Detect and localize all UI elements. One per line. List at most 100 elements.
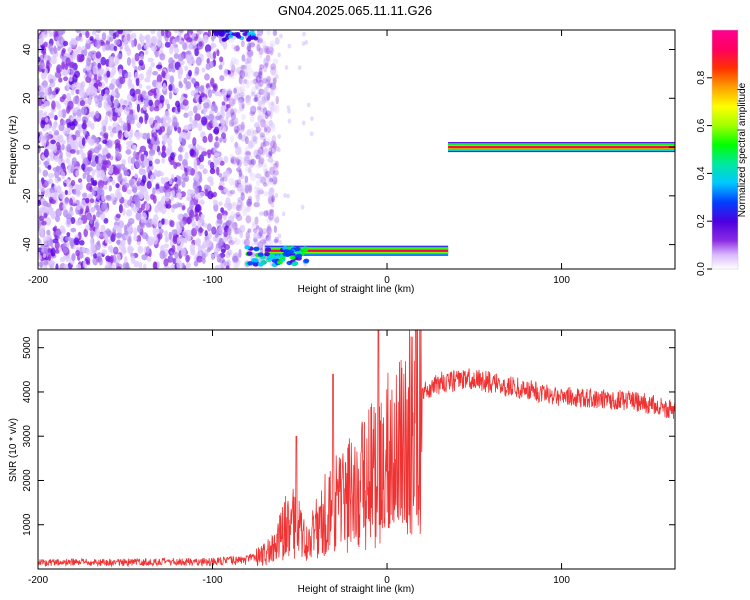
noise-blob <box>257 232 262 239</box>
noise-blob <box>234 179 239 188</box>
noise-blob <box>54 121 58 128</box>
noise-blob <box>177 126 182 134</box>
noise-blob <box>100 56 107 66</box>
noise-blob <box>236 142 240 150</box>
noise-blob <box>254 199 260 207</box>
noise-blob <box>259 135 266 141</box>
noise-blob <box>273 164 280 171</box>
noise-blob <box>156 74 163 84</box>
noise-blob <box>161 218 165 225</box>
noise-blob <box>45 202 52 208</box>
noise-blob <box>126 145 132 151</box>
noise-blob <box>178 30 184 33</box>
noise-blob <box>116 192 122 200</box>
noise-blob <box>74 199 81 204</box>
noise-blob <box>230 56 237 65</box>
noise-blob <box>243 148 248 157</box>
noise-blob <box>188 59 193 66</box>
noise-blob <box>267 194 274 200</box>
noise-blob <box>136 121 142 129</box>
noise-blob <box>76 109 82 118</box>
snr-panel: -200 -100 0 100 1000 2000 3000 4000 5000 Height… <box>8 329 676 595</box>
noise-blob <box>261 162 267 168</box>
noise-blob <box>174 183 179 191</box>
noise-blob <box>203 106 207 115</box>
noise-blob <box>127 236 132 246</box>
noise-blob <box>264 147 268 153</box>
noise-blob <box>45 234 51 241</box>
noise-blob <box>106 94 112 103</box>
noise-blob <box>189 116 193 123</box>
noise-blob <box>154 122 161 130</box>
noise-blob <box>200 92 205 98</box>
noise-blob <box>223 244 231 250</box>
noise-blob <box>82 192 88 198</box>
noise-blob <box>228 97 235 107</box>
noise-blob <box>202 240 209 249</box>
noise-blob <box>225 110 230 120</box>
noise-blob <box>263 210 269 217</box>
noise-blob <box>236 182 243 192</box>
noise-blob <box>38 159 42 166</box>
noise-blob <box>156 228 160 235</box>
noise-blob <box>140 153 145 162</box>
noise-blob <box>161 70 166 78</box>
noise-blob <box>242 239 248 244</box>
noise-blob <box>204 44 212 53</box>
tone-fragment <box>253 246 260 251</box>
noise-blob <box>224 177 228 182</box>
noise-blob <box>55 88 59 95</box>
noise-blob <box>243 78 249 85</box>
spectrogram-x-tick-label: 100 <box>553 275 570 286</box>
noise-blob <box>65 126 71 135</box>
noise-blob <box>215 136 219 142</box>
noise-blob <box>229 189 236 195</box>
noise-blob <box>185 262 191 269</box>
noise-blob <box>240 134 247 142</box>
noise-blob <box>176 260 183 269</box>
noise-blob <box>163 258 169 267</box>
noise-blob <box>124 106 130 116</box>
noise-blob <box>135 211 142 221</box>
noise-blob <box>198 96 202 105</box>
noise-blob <box>216 166 220 176</box>
noise-blob <box>168 91 173 100</box>
noise-blob <box>225 219 232 226</box>
noise-blob <box>108 185 112 192</box>
noise-blob <box>156 30 162 39</box>
noise-blob <box>231 64 236 73</box>
spectrogram-y-tick-label: -40 <box>22 237 33 252</box>
noise-blob <box>228 69 235 77</box>
noise-blob <box>236 179 242 185</box>
noise-blob <box>223 155 229 163</box>
noise-blob <box>301 120 306 126</box>
noise-blob <box>256 106 262 111</box>
noise-blob <box>268 147 273 155</box>
noise-blob <box>232 261 238 269</box>
noise-blob <box>234 129 239 135</box>
noise-blob <box>271 135 277 144</box>
noise-blob <box>241 206 247 213</box>
noise-blob <box>60 119 66 126</box>
noise-blob <box>116 153 122 160</box>
tone-fragment <box>296 253 303 259</box>
noise-blob <box>217 225 224 235</box>
noise-blob <box>50 139 56 145</box>
noise-blob <box>145 222 151 228</box>
noise-blob <box>107 125 113 131</box>
noise-blob <box>257 95 264 103</box>
noise-blob <box>81 91 86 98</box>
noise-blob <box>171 229 178 236</box>
noise-blob <box>274 236 280 243</box>
noise-blob <box>213 141 220 149</box>
noise-blob <box>143 44 149 50</box>
noise-blob <box>44 88 48 97</box>
noise-blob <box>94 204 99 209</box>
snr-y-tick-label: 3000 <box>22 425 33 448</box>
noise-blob <box>279 33 283 39</box>
snr-x-tick-label: 100 <box>553 575 570 586</box>
noise-blob <box>194 194 199 200</box>
noise-blob <box>140 212 147 221</box>
noise-blob <box>252 135 257 142</box>
noise-blob <box>266 224 271 231</box>
